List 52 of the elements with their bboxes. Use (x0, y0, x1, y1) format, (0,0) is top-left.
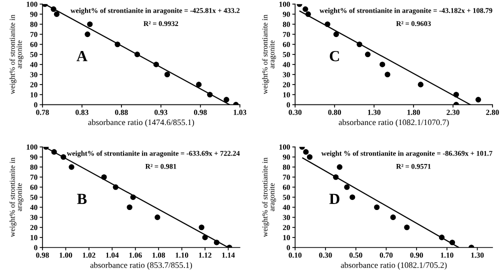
point (202, 234, 208, 240)
x-axis-title: absorbance ratio (1082.1/705.2) (340, 262, 447, 270)
point (153, 62, 159, 68)
point (364, 52, 371, 58)
annotation: C (330, 50, 339, 62)
point (418, 82, 424, 88)
point (333, 174, 339, 180)
point (374, 204, 380, 210)
annotation: D (329, 194, 340, 204)
point (51, 149, 57, 155)
point (130, 194, 136, 200)
point (336, 164, 342, 170)
point (54, 11, 60, 17)
point (305, 11, 311, 17)
point (390, 214, 396, 220)
x-axis-title: absorbance ratio (853.7/855.1) (90, 262, 192, 270)
point (306, 154, 312, 160)
point (134, 52, 140, 58)
point (60, 154, 66, 160)
point (476, 96, 482, 102)
point (154, 214, 160, 220)
point (324, 21, 330, 28)
point (344, 184, 350, 190)
annotation: A (76, 51, 88, 62)
point (164, 72, 170, 78)
point (207, 92, 213, 98)
point (198, 224, 204, 230)
point (68, 164, 74, 170)
x-axis-title: absorbance ratio (1474.6/855.1) (88, 119, 194, 127)
point (350, 194, 356, 200)
x-axis-title: absorbance ratio (1082.1/1070.7) (338, 119, 449, 127)
point (380, 62, 386, 68)
point (214, 240, 220, 246)
point (84, 32, 90, 38)
point (196, 82, 202, 88)
point (302, 6, 308, 12)
point (112, 184, 118, 190)
point (50, 6, 56, 12)
annotation: B (77, 194, 87, 204)
point (114, 42, 120, 48)
point (333, 32, 339, 38)
point (404, 224, 410, 230)
point (303, 149, 309, 155)
point (384, 72, 390, 78)
point (449, 240, 456, 246)
point (453, 92, 459, 98)
point (439, 234, 445, 240)
point (87, 21, 93, 28)
point (224, 96, 230, 102)
point (356, 42, 362, 48)
point (126, 204, 132, 210)
point (101, 174, 107, 180)
